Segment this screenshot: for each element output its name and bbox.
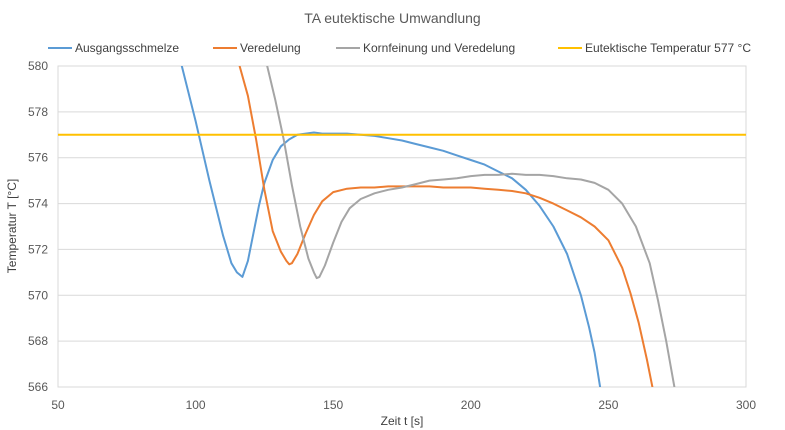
y-tick-label: 574 [28,197,48,211]
x-axis-ticks: 50 100 150 200 250 300 [51,398,756,412]
legend-label-4: Eutektische Temperatur 577 °C [585,41,751,55]
x-axis-label: Zeit t [s] [381,414,424,428]
y-tick-label: 578 [28,105,48,119]
y-tick-label: 566 [28,380,48,394]
y-tick-label: 570 [28,288,48,302]
legend-label-2: Veredelung [240,41,301,55]
series-line-3 [266,66,676,387]
y-tick-label: 576 [28,151,48,165]
x-tick-label: 150 [323,398,343,412]
y-axis-label: Temperatur T [°C] [5,179,19,273]
series-line-1 [180,66,602,387]
x-tick-label: 200 [461,398,481,412]
y-tick-label: 568 [28,334,48,348]
legend-label-3: Kornfeinung und Veredelung [363,41,515,55]
legend-label-1: Ausgangsschmelze [75,41,179,55]
y-tick-label: 580 [28,59,48,73]
x-tick-label: 300 [736,398,756,412]
legend: Ausgangsschmelze Veredelung Kornfeinung un… [48,41,751,55]
plot-area [57,65,747,388]
x-tick-label: 50 [51,398,65,412]
chart-title: TA eutektische Umwandlung [304,10,480,26]
y-tick-label: 572 [28,242,48,256]
y-axis-ticks: 566 568 570 572 574 576 578 580 [28,59,48,394]
series-group [58,66,746,387]
x-tick-label: 100 [186,398,206,412]
x-tick-label: 250 [598,398,618,412]
